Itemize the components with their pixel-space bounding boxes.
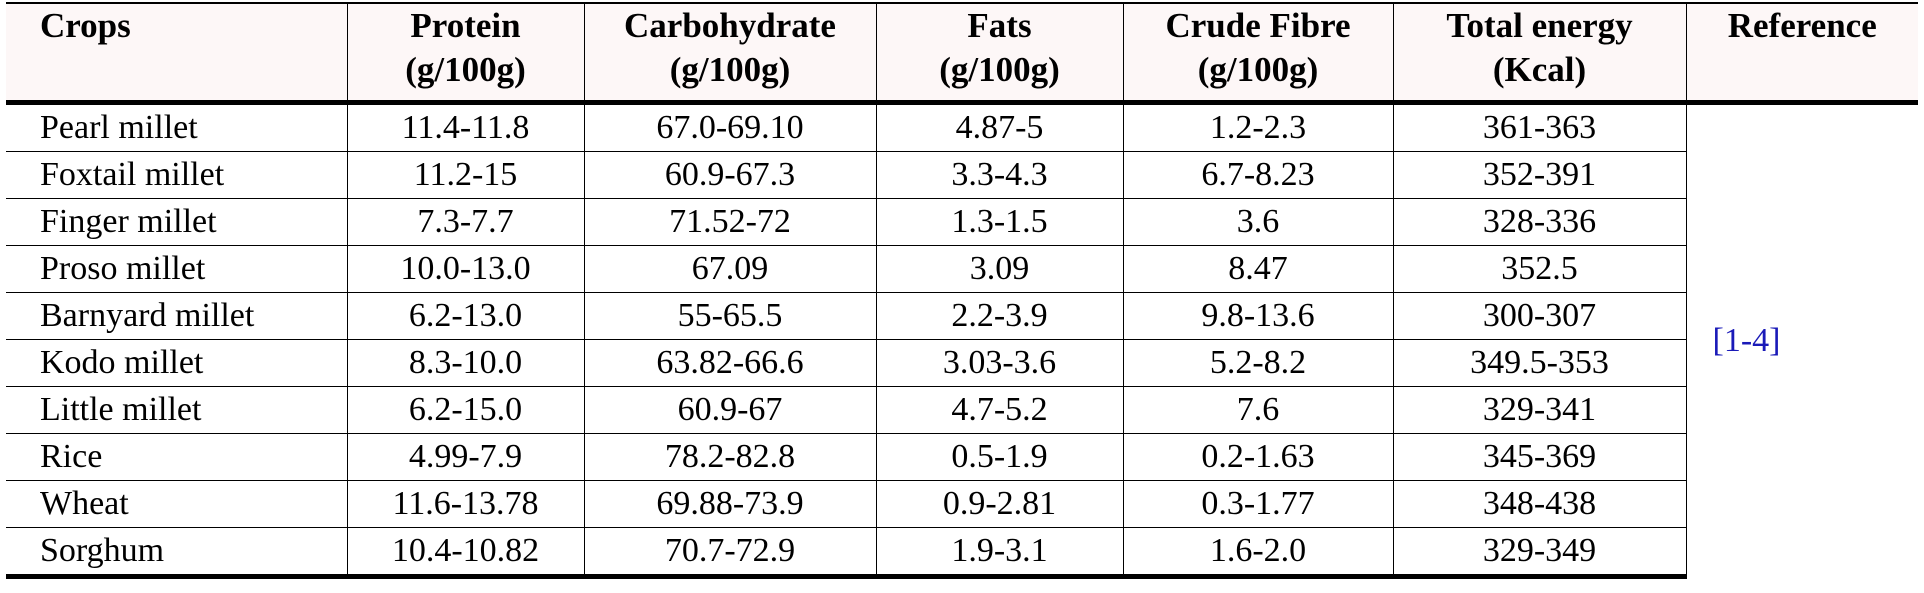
- cell-protein: 6.2-15.0: [346, 386, 584, 434]
- cell-fats: 1.9-3.1: [875, 527, 1123, 579]
- cell-crude-fibre: 7.6: [1122, 386, 1393, 434]
- table-body: Pearl millet 11.4-11.8 67.0-69.10 4.87-5 1.2…: [6, 102, 1918, 579]
- cell-protein: 6.2-13.0: [346, 292, 584, 340]
- header-total-energy: Total energy (Kcal): [1392, 2, 1686, 105]
- cell-fats: 3.3-4.3: [875, 151, 1123, 199]
- header-reference: Reference: [1685, 2, 1918, 105]
- cell-fats: 0.5-1.9: [875, 433, 1123, 481]
- cell-fats: 3.09: [875, 245, 1123, 293]
- cell-total-energy: 300-307: [1392, 292, 1686, 340]
- cell-protein: 4.99-7.9: [346, 433, 584, 481]
- cell-crude-fibre: 3.6: [1122, 198, 1393, 246]
- cell-carbohydrate: 67.09: [583, 245, 876, 293]
- cell-crop: Finger millet: [6, 198, 347, 246]
- cell-carbohydrate: 55-65.5: [583, 292, 876, 340]
- cell-total-energy: 349.5-353: [1392, 339, 1686, 387]
- table-row: Little millet 6.2-15.0 60.9-67 4.7-5.2 7.6 32…: [6, 386, 1918, 434]
- cell-crop: Kodo millet: [6, 339, 347, 387]
- cell-crude-fibre: 9.8-13.6: [1122, 292, 1393, 340]
- header-protein: Protein (g/100g): [346, 2, 584, 105]
- header-crops: Crops: [6, 2, 347, 105]
- table-row: Barnyard millet 6.2-13.0 55-65.5 2.2-3.9 9.8…: [6, 292, 1918, 340]
- cell-total-energy: 345-369: [1392, 433, 1686, 481]
- cell-carbohydrate: 63.82-66.6: [583, 339, 876, 387]
- cell-fats: 2.2-3.9: [875, 292, 1123, 340]
- nutrition-table-container: Crops Protein (g/100g) Carbohydrate (g/1…: [6, 2, 1918, 579]
- cell-crude-fibre: 5.2-8.2: [1122, 339, 1393, 387]
- cell-protein: 11.4-11.8: [346, 102, 584, 152]
- table-row: Sorghum 10.4-10.82 70.7-72.9 1.9-3.1 1.6-2.0…: [6, 527, 1918, 579]
- cell-carbohydrate: 67.0-69.10: [583, 102, 876, 152]
- cell-reference: [1-4]: [1685, 102, 1918, 577]
- cell-total-energy: 352-391: [1392, 151, 1686, 199]
- cell-crop: Little millet: [6, 386, 347, 434]
- cell-protein: 10.4-10.82: [346, 527, 584, 579]
- cell-crude-fibre: 1.6-2.0: [1122, 527, 1393, 579]
- nutrition-comparison-table: Crops Protein (g/100g) Carbohydrate (g/1…: [6, 2, 1918, 579]
- table-row: Rice 4.99-7.9 78.2-82.8 0.5-1.9 0.2-1.63 345-…: [6, 433, 1918, 481]
- cell-protein: 8.3-10.0: [346, 339, 584, 387]
- cell-total-energy: 361-363: [1392, 102, 1686, 152]
- reference-citation-link[interactable]: [1-4]: [1712, 321, 1781, 359]
- cell-crop: Wheat: [6, 480, 347, 528]
- header-carbohydrate: Carbohydrate (g/100g): [583, 2, 876, 105]
- cell-fats: 3.03-3.6: [875, 339, 1123, 387]
- cell-crop: Rice: [6, 433, 347, 481]
- cell-total-energy: 348-438: [1392, 480, 1686, 528]
- cell-carbohydrate: 71.52-72: [583, 198, 876, 246]
- cell-protein: 11.2-15: [346, 151, 584, 199]
- cell-carbohydrate: 69.88-73.9: [583, 480, 876, 528]
- cell-protein: 7.3-7.7: [346, 198, 584, 246]
- cell-total-energy: 352.5: [1392, 245, 1686, 293]
- cell-fats: 4.7-5.2: [875, 386, 1123, 434]
- cell-crop: Proso millet: [6, 245, 347, 293]
- cell-carbohydrate: 70.7-72.9: [583, 527, 876, 579]
- table-header-row: Crops Protein (g/100g) Carbohydrate (g/1…: [6, 2, 1918, 105]
- table-row: Foxtail millet 11.2-15 60.9-67.3 3.3-4.3 6.7…: [6, 151, 1918, 199]
- header-crude-fibre: Crude Fibre (g/100g): [1122, 2, 1393, 105]
- cell-protein: 10.0-13.0: [346, 245, 584, 293]
- table-row: Pearl millet 11.4-11.8 67.0-69.10 4.87-5 1.2…: [6, 102, 1918, 577]
- cell-crop: Foxtail millet: [6, 151, 347, 199]
- cell-carbohydrate: 78.2-82.8: [583, 433, 876, 481]
- header-fats: Fats (g/100g): [875, 2, 1123, 105]
- cell-fats: 1.3-1.5: [875, 198, 1123, 246]
- cell-crude-fibre: 6.7-8.23: [1122, 151, 1393, 199]
- cell-crude-fibre: 1.2-2.3: [1122, 102, 1393, 152]
- cell-crop: Sorghum: [6, 527, 347, 579]
- cell-crude-fibre: 8.47: [1122, 245, 1393, 293]
- cell-crude-fibre: 0.3-1.77: [1122, 480, 1393, 528]
- cell-fats: 0.9-2.81: [875, 480, 1123, 528]
- cell-protein: 11.6-13.78: [346, 480, 584, 528]
- cell-total-energy: 329-341: [1392, 386, 1686, 434]
- table-row: Kodo millet 8.3-10.0 63.82-66.6 3.03-3.6 5.2…: [6, 339, 1918, 387]
- cell-carbohydrate: 60.9-67.3: [583, 151, 876, 199]
- cell-fats: 4.87-5: [875, 102, 1123, 152]
- cell-total-energy: 329-349: [1392, 527, 1686, 579]
- cell-carbohydrate: 60.9-67: [583, 386, 876, 434]
- table-row: Wheat 11.6-13.78 69.88-73.9 0.9-2.81 0.3-1.7…: [6, 480, 1918, 528]
- cell-crude-fibre: 0.2-1.63: [1122, 433, 1393, 481]
- cell-crop: Pearl millet: [40, 109, 198, 146]
- cell-crop: Barnyard millet: [6, 292, 347, 340]
- cell-total-energy: 328-336: [1392, 198, 1686, 246]
- table-row: Proso millet 10.0-13.0 67.09 3.09 8.47 352.5: [6, 245, 1918, 293]
- table-row: Finger millet 7.3-7.7 71.52-72 1.3-1.5 3.6 32…: [6, 198, 1918, 246]
